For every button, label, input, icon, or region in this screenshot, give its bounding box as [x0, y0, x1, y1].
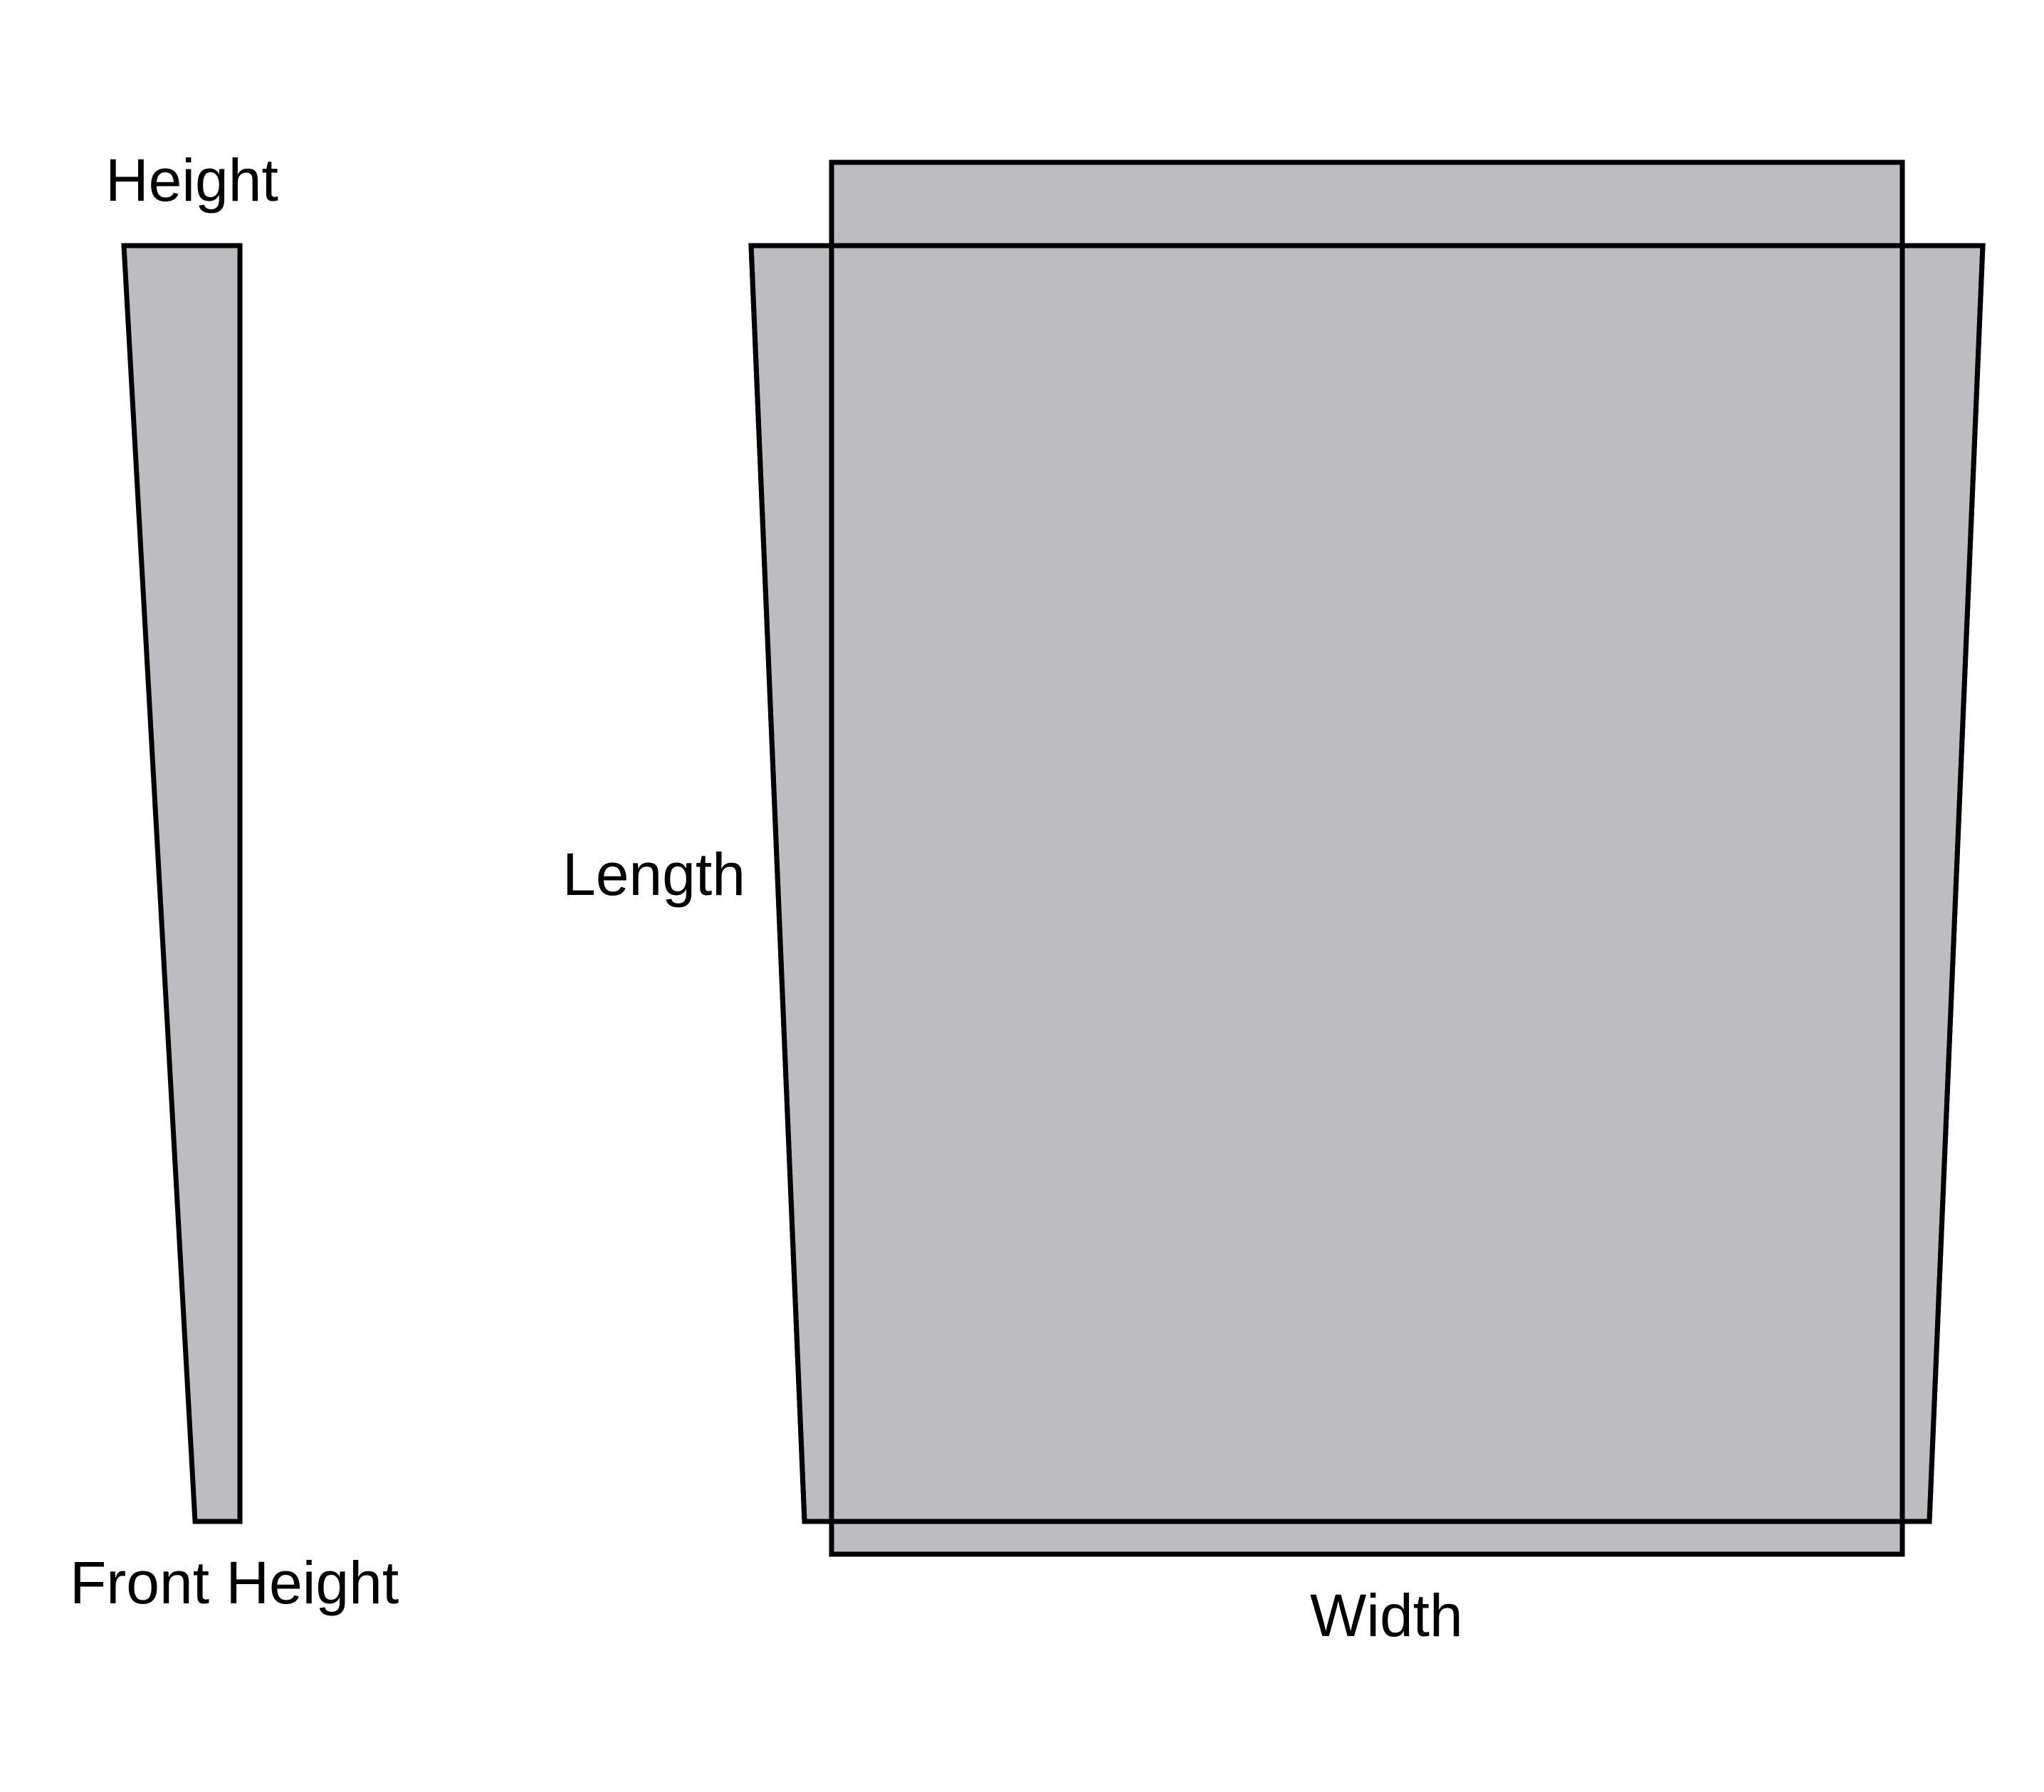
width-label: Width	[1310, 1582, 1463, 1649]
top-view-rectangle	[829, 159, 1905, 1557]
length-label: Length	[562, 841, 745, 908]
front-height-label: Front Height	[70, 1549, 399, 1616]
side-profile-wedge	[121, 243, 243, 1524]
top-view-trapezoid-outline	[748, 243, 1986, 1524]
height-label: Height	[105, 147, 278, 214]
